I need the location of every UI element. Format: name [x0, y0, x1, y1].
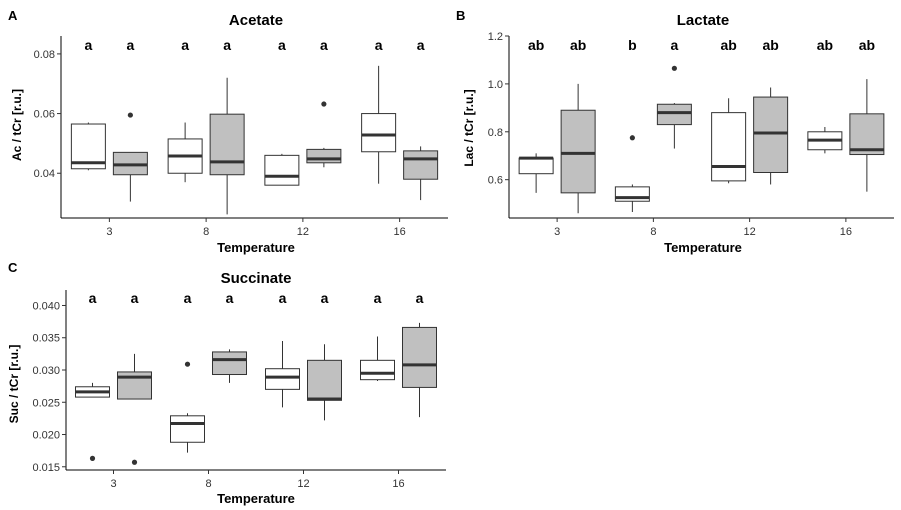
significance-label: ab: [528, 37, 544, 53]
x-axis-title: Temperature: [217, 240, 295, 255]
significance-label: a: [84, 37, 92, 53]
box: [265, 368, 300, 390]
significance-label: a: [375, 37, 383, 53]
outlier-point: [127, 112, 133, 118]
significance-label: a: [131, 290, 139, 306]
y-tick-label: 0.8: [488, 127, 503, 139]
y-axis-title: Lac / tCr [r.u.]: [462, 89, 476, 166]
x-tick-label: 12: [297, 478, 309, 490]
box: [264, 154, 300, 186]
x-tick-label: 16: [840, 226, 852, 238]
box: [306, 148, 342, 164]
y-tick-label: 0.08: [34, 49, 55, 61]
outlier-point: [184, 361, 191, 367]
box: [849, 113, 885, 156]
y-tick-label: 0.04: [34, 168, 55, 180]
panel-letter: C: [8, 260, 18, 275]
box: [209, 113, 245, 176]
box: [170, 415, 205, 443]
box: [403, 150, 439, 180]
x-tick-label: 8: [650, 226, 656, 238]
outlier-point: [131, 459, 138, 465]
box: [656, 103, 692, 126]
x-tick-label: 12: [744, 226, 756, 238]
x-tick-label: 3: [106, 226, 112, 238]
outlier-point: [89, 455, 96, 461]
significance-label: ab: [817, 37, 833, 53]
x-axis-title: Temperature: [217, 491, 295, 506]
significance-label: a: [279, 290, 287, 306]
y-tick-label: 0.030: [32, 365, 60, 377]
y-axis-title: Suc / tCr [r.u.]: [7, 345, 21, 424]
significance-label: a: [670, 37, 678, 53]
box: [360, 359, 395, 381]
box: [361, 113, 397, 153]
outlier-point: [321, 101, 327, 107]
box: [402, 326, 437, 388]
chart-title: Acetate: [229, 12, 283, 29]
y-tick-label: 0.015: [32, 462, 60, 474]
significance-label: a: [184, 290, 192, 306]
box: [307, 359, 342, 401]
box: [212, 351, 247, 376]
y-tick-label: 0.025: [32, 397, 60, 409]
box: [518, 157, 554, 175]
y-tick-label: 0.020: [32, 430, 60, 442]
y-tick-label: 0.6: [488, 175, 503, 187]
significance-label: a: [181, 37, 189, 53]
x-tick-label: 16: [392, 478, 404, 490]
y-tick-label: 1.2: [488, 31, 503, 43]
significance-label: a: [223, 37, 231, 53]
box: [753, 96, 789, 173]
chart-title: Succinate: [221, 270, 292, 287]
significance-label: a: [278, 37, 286, 53]
panel-lactate: B Lactate Temperature Lac / tCr [r.u.] 0…: [456, 8, 894, 255]
x-tick-label: 8: [205, 478, 211, 490]
box: [711, 112, 747, 182]
box: [560, 109, 596, 194]
x-tick-label: 12: [297, 226, 309, 238]
x-tick-label: 8: [203, 226, 209, 238]
significance-label: a: [226, 290, 234, 306]
y-tick-label: 0.040: [32, 300, 60, 312]
y-tick-label: 1.0: [488, 79, 503, 91]
x-axis-title: Temperature: [664, 240, 742, 255]
significance-label: a: [417, 37, 425, 53]
panel-letter: B: [456, 8, 465, 23]
significance-label: ab: [570, 37, 586, 53]
outlier-point: [629, 135, 635, 141]
significance-label: a: [89, 290, 97, 306]
y-tick-label: 0.035: [32, 333, 60, 345]
chart-title: Lactate: [677, 12, 730, 29]
panel-letter: A: [8, 8, 18, 23]
outlier-point: [671, 65, 677, 71]
significance-label: a: [374, 290, 382, 306]
y-axis-title: Ac / tCr [r.u.]: [10, 89, 24, 161]
x-tick-label: 3: [554, 226, 560, 238]
significance-label: a: [321, 290, 329, 306]
significance-label: ab: [762, 37, 778, 53]
x-tick-label: 16: [394, 226, 406, 238]
significance-label: a: [126, 37, 134, 53]
panel-succinate: C Succinate Temperature Suc / tCr [r.u.]…: [7, 260, 446, 506]
significance-label: b: [628, 37, 637, 53]
panel-acetate: A Acetate Temperature Ac / tCr [r.u.] 0.…: [8, 8, 448, 255]
significance-label: ab: [859, 37, 875, 53]
significance-label: ab: [720, 37, 736, 53]
significance-label: a: [320, 37, 328, 53]
x-tick-label: 3: [110, 478, 116, 490]
y-tick-label: 0.06: [34, 109, 55, 121]
significance-label: a: [416, 290, 424, 306]
